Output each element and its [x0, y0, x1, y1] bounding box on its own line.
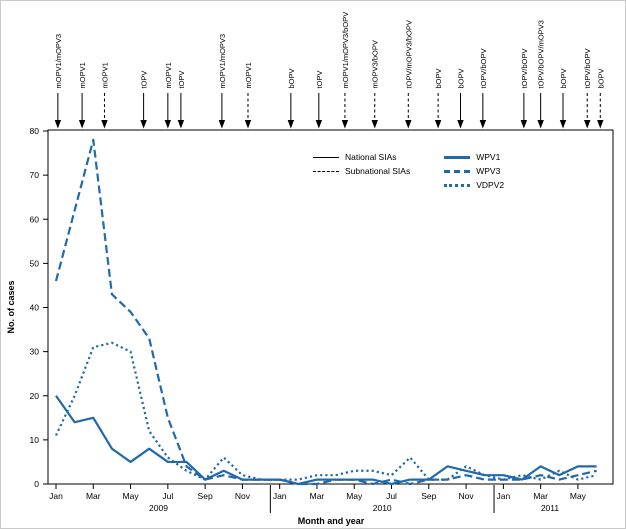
year-label: 2011	[541, 503, 560, 513]
arrowhead-icon	[164, 120, 172, 129]
legend-item-wpv1: WPV1	[444, 152, 504, 162]
series-line-wpv3	[54, 138, 597, 486]
x-tick-label: Nov	[459, 491, 475, 501]
arrowhead-icon	[597, 120, 604, 129]
arrowhead-icon	[584, 120, 591, 129]
subnational-sia-line-sample	[313, 170, 339, 172]
y-tick-label: 70	[30, 170, 40, 180]
sia-event-label: bOPV	[434, 68, 443, 88]
x-tick-label: Jan	[273, 491, 287, 501]
sia-event-label: tOPV/bOPV/mOPV3	[537, 20, 546, 88]
x-tick-label: Sep	[421, 491, 436, 501]
y-tick-label: 50	[30, 258, 40, 268]
arrowhead-icon	[140, 120, 147, 129]
x-tick-label: Jul	[386, 491, 397, 501]
sia-event-label: mOPV3/bOPV	[371, 40, 380, 88]
x-tick-label: May	[346, 491, 363, 501]
x-tick-label: Jan	[497, 491, 511, 501]
legend-sia-column: National SIAs Subnational SIAs	[313, 152, 410, 190]
arrowhead-icon	[78, 120, 86, 129]
legend-label: WPV3	[476, 166, 501, 176]
sia-event-label: tOPV/bOPV	[520, 48, 529, 88]
year-labels: 2009 2010 2011	[149, 485, 559, 513]
x-tick-label: Mar	[86, 491, 101, 501]
arrowhead-icon	[341, 120, 349, 129]
sia-event-label: bOPV	[456, 68, 465, 88]
sia-event-label: mOPV1/mOPV3	[54, 34, 63, 89]
legend-label: VDPV2	[476, 180, 505, 190]
y-axis-ticks: 0 10 20 30 40 50 60 70 80	[30, 126, 48, 489]
arrowhead-icon	[479, 120, 487, 129]
arrowhead-icon	[54, 120, 62, 129]
y-tick-label: 80	[30, 126, 40, 136]
y-axis-title: No. of cases	[6, 280, 16, 333]
y-tick-label: 10	[30, 435, 40, 445]
series-line-wpv1	[55, 395, 597, 486]
sia-event-label: mOPV1	[100, 62, 109, 88]
y-tick-label: 30	[30, 347, 40, 357]
sia-event-label: bOPV	[559, 68, 568, 88]
sia-event-label: mOPV1/mOPV3	[218, 34, 227, 89]
x-tick-label: Sep	[198, 491, 213, 501]
y-tick-label: 60	[30, 214, 40, 224]
sia-event-label: mOPV1	[78, 62, 87, 88]
legend-series-column: WPV1 WPV3 VDPV2	[444, 152, 504, 190]
sia-arrows: mOPV1/mOPV3 mOPV1 mOPV1 tOPV mOPV1 tOPV mOPV1/…	[54, 12, 605, 129]
year-label: 2009	[149, 503, 168, 513]
arrowhead-icon	[537, 120, 544, 129]
arrowhead-icon	[315, 120, 323, 129]
arrowhead-icon	[434, 120, 442, 129]
legend-label: WPV1	[476, 152, 501, 162]
legend-item-national-sias: National SIAs	[313, 152, 410, 162]
sia-event-label: mOPV1/mOPV3/bOPV	[341, 12, 350, 89]
legend-item-wpv3: WPV3	[444, 166, 504, 176]
arrowhead-icon	[244, 120, 252, 129]
x-tick-label: Nov	[235, 491, 251, 501]
x-axis-title: Month and year	[298, 516, 365, 526]
national-sia-line-sample	[313, 156, 339, 158]
x-tick-label: Mar	[533, 491, 548, 501]
x-tick-label: Jul	[162, 491, 173, 501]
year-label: 2010	[373, 503, 392, 513]
vdpv2-line-sample	[444, 183, 471, 187]
x-tick-label: May	[123, 491, 140, 501]
sia-event-label: tOPV/mOPV3/bOPV	[404, 20, 413, 88]
sia-event-label: tOPV	[177, 71, 186, 89]
legend: National SIAs Subnational SIAs WPV1 WPV3…	[313, 152, 504, 190]
sia-event-label: tOPV/bOPV	[479, 48, 488, 88]
wpv3-line-sample	[444, 169, 471, 173]
y-tick-label: 0	[34, 479, 39, 489]
legend-label: Subnational SIAs	[345, 166, 411, 176]
legend-label: National SIAs	[345, 152, 397, 162]
arrowhead-icon	[101, 120, 108, 129]
series-lines	[54, 138, 597, 486]
arrowhead-icon	[371, 120, 378, 129]
arrowhead-icon	[457, 120, 464, 129]
arrowhead-icon	[405, 120, 412, 129]
x-tick-label: Jan	[49, 491, 63, 501]
series-line-vdpv2	[55, 341, 597, 481]
sia-event-label: mOPV1	[244, 62, 253, 88]
arrowhead-icon	[520, 120, 528, 129]
y-tick-label: 20	[30, 391, 40, 401]
x-axis-ticks: Jan Mar May Jul Sep Nov Jan Mar May Jul Sep Nov Jan M…	[49, 484, 587, 501]
arrowhead-icon	[177, 120, 185, 129]
y-tick-label: 40	[30, 303, 40, 313]
sia-event-label: tOPV	[140, 71, 149, 89]
wpv1-line-sample	[444, 155, 471, 159]
legend-item-vdpv2: VDPV2	[444, 180, 504, 190]
arrowhead-icon	[559, 120, 567, 129]
x-tick-label: May	[570, 491, 587, 501]
x-tick-label: Mar	[310, 491, 325, 501]
sia-event-label: bOPV	[287, 68, 296, 88]
sia-event-label: bOPV	[596, 68, 605, 88]
arrowhead-icon	[287, 120, 295, 129]
sia-event-label: mOPV1	[164, 62, 173, 88]
legend-item-subnational-sias: Subnational SIAs	[313, 166, 410, 176]
sia-event-label: tOPV	[315, 71, 324, 89]
arrowhead-icon	[218, 120, 226, 129]
sia-event-label: tOPV/bOPV	[583, 48, 592, 88]
